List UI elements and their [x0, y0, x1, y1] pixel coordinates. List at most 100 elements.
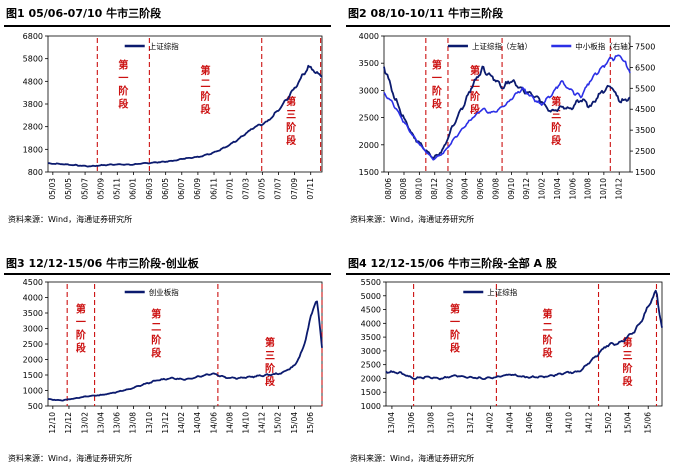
panel-3-title: 图3 12/12-15/06 牛市三阶段-创业板 — [6, 257, 199, 270]
y-right-tick-label: 3500 — [635, 126, 655, 135]
y-tick-label: 3000 — [361, 347, 381, 356]
x-tick-label: 12/10 — [48, 412, 57, 434]
y-tick-label: 3000 — [359, 86, 379, 95]
legend-label: 中小板指（右轴） — [575, 41, 635, 51]
y-tick-label: 2000 — [359, 141, 379, 150]
x-tick-label: 07/11 — [306, 178, 315, 200]
panel-3-title-rule — [4, 273, 331, 275]
phase-label: 第三阶段 — [286, 95, 297, 147]
x-tick-label: 14/12 — [584, 412, 593, 434]
panel-1-title-rule — [4, 25, 331, 27]
x-tick-label: 15/06 — [643, 412, 652, 434]
phase-label: 第三阶段 — [623, 336, 634, 388]
y-tick-label: 1000 — [361, 402, 381, 411]
x-tick-label: 07/01 — [225, 178, 234, 200]
x-tick-label: 06/11 — [209, 178, 218, 200]
x-tick-label: 13/10 — [446, 412, 455, 434]
panel-2-title-rule — [346, 25, 670, 27]
panel-1-title: 图1 05/06-07/10 牛市三阶段 — [6, 7, 162, 20]
x-tick-label: 14/04 — [505, 412, 514, 434]
x-tick-label: 13/08 — [129, 412, 138, 434]
phase-label: 第三阶段 — [265, 336, 276, 388]
x-tick-label: 13/06 — [407, 412, 416, 434]
x-tick-label: 09/04 — [461, 178, 470, 200]
y-right-tick-label: 1500 — [635, 168, 655, 177]
y-tick-label: 4500 — [361, 306, 381, 315]
phase-label: 第一阶段 — [118, 58, 129, 110]
x-tick-label: 09/08 — [491, 178, 500, 200]
x-tick-label: 05/07 — [80, 178, 89, 200]
phase-label: 第二阶段 — [470, 64, 481, 116]
legend-label: 上证综指（左轴） — [472, 41, 532, 51]
x-tick-label: 14/10 — [241, 412, 250, 434]
plot-frame — [47, 281, 323, 407]
x-tick-label: 13/08 — [427, 412, 436, 434]
x-tick-label: 14/06 — [525, 412, 534, 434]
y-tick-label: 3500 — [361, 333, 381, 342]
x-tick-label: 15/04 — [624, 412, 633, 434]
x-tick-label: 09/06 — [476, 178, 485, 200]
phase-label: 第一阶段 — [432, 58, 443, 110]
y-tick-label: 4800 — [23, 77, 43, 86]
y-tick-label: 5800 — [23, 55, 43, 64]
plot-frame — [383, 35, 631, 173]
chart-p3: 500 1000 1500 2000 2500 3000 3500 4000 4500 12/10… — [23, 278, 323, 434]
x-tick-label: 13/10 — [145, 412, 154, 434]
y-tick-label: 1000 — [23, 387, 43, 396]
x-tick-label: 15/06 — [306, 412, 315, 434]
plot-frame — [385, 281, 663, 407]
y-right-tick-label: 2500 — [635, 147, 655, 156]
x-tick-label: 09/02 — [445, 178, 454, 200]
chart-p1: 800 1800 2800 3800 4800 5800 6800 05/03 05/05 05/… — [23, 32, 323, 200]
panel-2-title: 图2 08/10-10/11 牛市三阶段 — [348, 7, 504, 20]
panel-4-source: 资料来源：Wind，海通证券研究所 — [350, 454, 475, 463]
panel-1-source: 资料来源：Wind，海通证券研究所 — [8, 215, 133, 224]
x-tick-label: 05/03 — [48, 178, 57, 200]
y-right-tick-label: 5500 — [635, 84, 655, 93]
y-tick-label: 2000 — [361, 374, 381, 383]
y-right-tick-label: 7500 — [635, 42, 655, 51]
y-tick-label: 2000 — [23, 356, 43, 365]
x-tick-label: 08/12 — [430, 178, 439, 200]
phase-label: 第二阶段 — [201, 64, 212, 116]
y-tick-label: 4000 — [361, 319, 381, 328]
y-tick-label: 4000 — [23, 294, 43, 303]
x-tick-label: 15/04 — [290, 412, 299, 434]
y-tick-label: 3800 — [23, 100, 43, 109]
x-tick-label: 10/10 — [599, 178, 608, 200]
legend-label: 上证综指 — [149, 41, 179, 51]
y-tick-label: 5000 — [361, 292, 381, 301]
y-tick-label: 2800 — [23, 123, 43, 132]
panel-3-source: 资料来源：Wind，海通证券研究所 — [8, 454, 133, 463]
x-tick-label: 10/12 — [614, 178, 623, 200]
x-tick-label: 13/02 — [80, 412, 89, 434]
x-tick-label: 14/04 — [193, 412, 202, 434]
x-tick-label: 05/09 — [96, 178, 105, 200]
series-line — [48, 300, 323, 402]
x-tick-label: 13/04 — [96, 412, 105, 434]
x-tick-label: 15/02 — [604, 412, 613, 434]
x-tick-label: 07/09 — [290, 178, 299, 200]
x-tick-label: 07/07 — [274, 178, 283, 200]
x-tick-label: 08/06 — [384, 178, 393, 200]
y-tick-label: 5500 — [361, 278, 381, 287]
x-tick-label: 15/02 — [274, 412, 283, 434]
x-tick-label: 13/12 — [161, 412, 170, 434]
x-tick-label: 14/08 — [545, 412, 554, 434]
series-line — [47, 64, 323, 168]
y-tick-label: 800 — [28, 168, 43, 177]
x-tick-label: 09/12 — [522, 178, 531, 200]
y-tick-label: 6800 — [23, 32, 43, 41]
y-tick-label: 2500 — [361, 361, 381, 370]
panel-4-title: 图4 12/12-15/06 牛市三阶段-全部 A 股 — [348, 257, 557, 270]
x-tick-label: 14/12 — [258, 412, 267, 434]
y-tick-label: 1500 — [359, 168, 379, 177]
phase-label: 第一阶段 — [76, 302, 87, 354]
phase-label: 第二阶段 — [542, 307, 553, 359]
phase-label: 第三阶段 — [551, 95, 562, 147]
x-tick-label: 08/10 — [415, 178, 424, 200]
x-tick-label: 07/03 — [241, 178, 250, 200]
series-line — [385, 289, 663, 381]
y-tick-label: 1800 — [23, 145, 43, 154]
